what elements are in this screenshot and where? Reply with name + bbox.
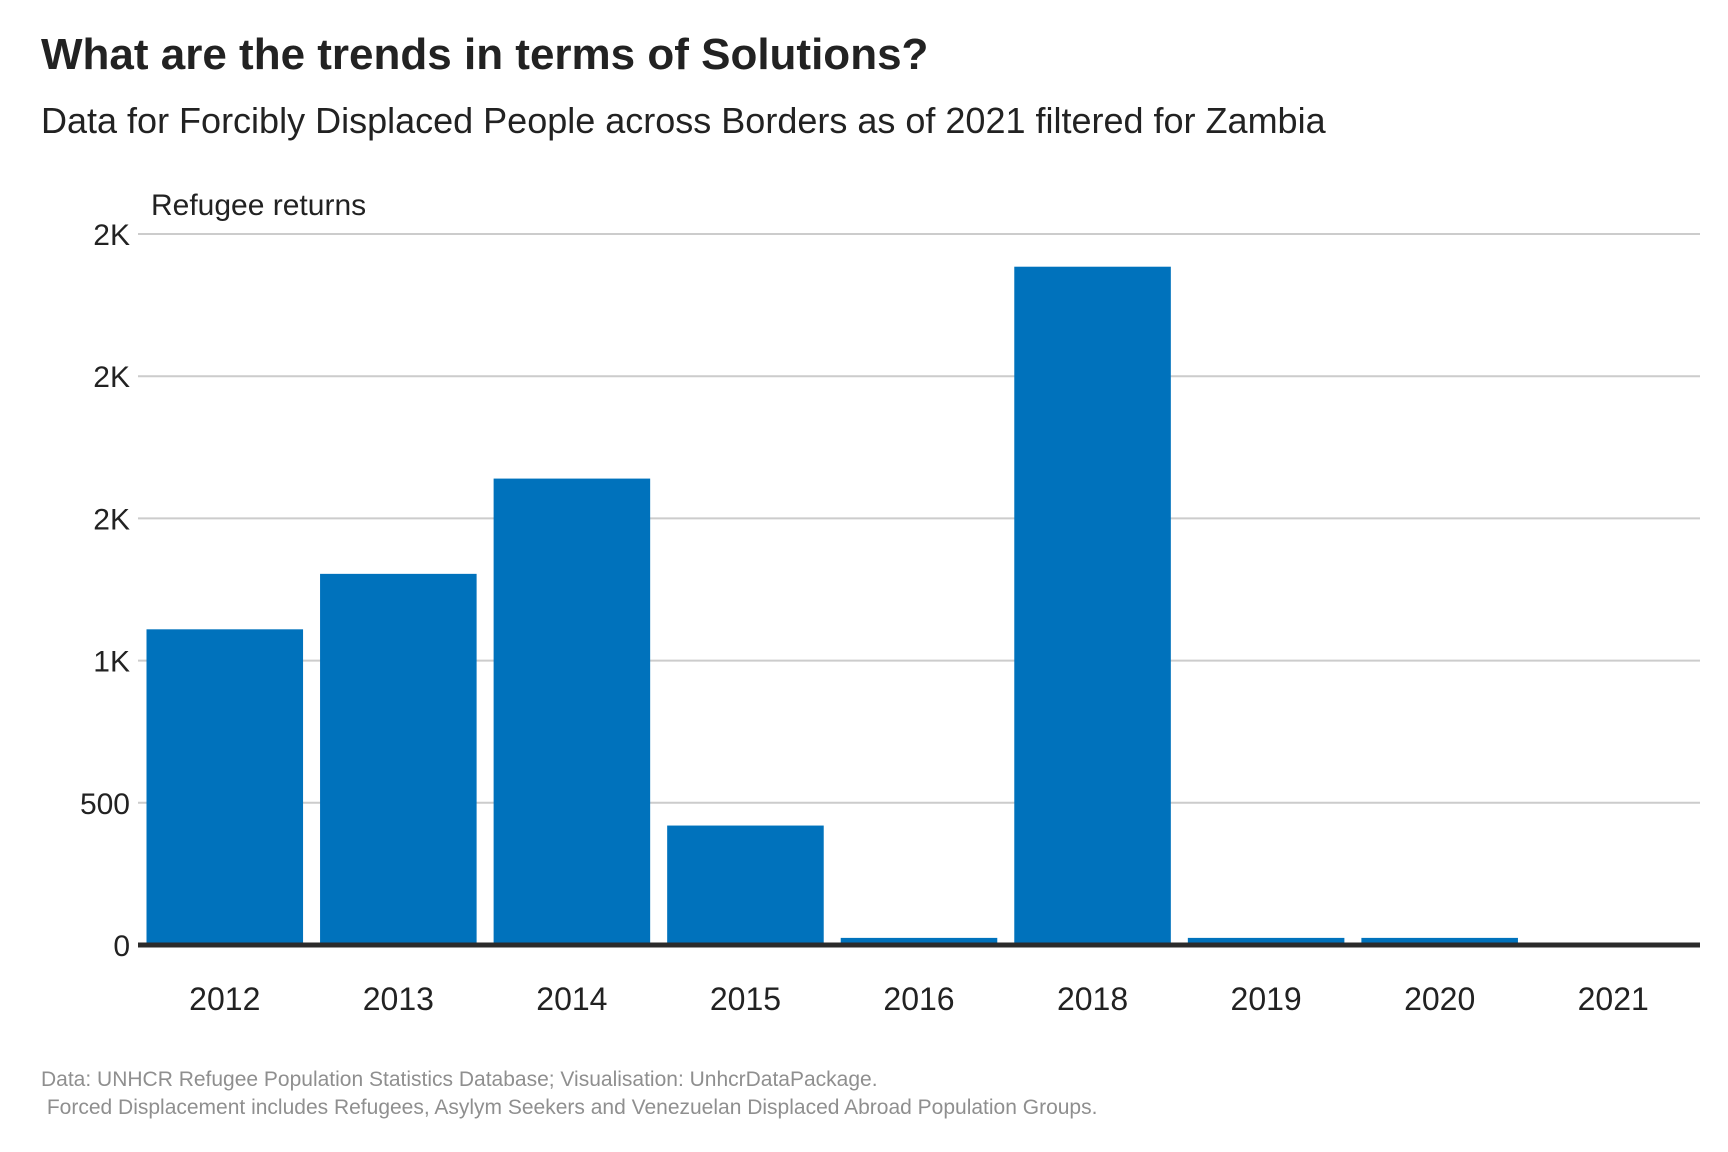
x-tick-label: 2018 [1057, 981, 1128, 1017]
y-axis-label: Refugee returns [151, 189, 366, 222]
y-tick-label: 0 [113, 930, 130, 963]
x-tick-label: 2014 [536, 981, 607, 1017]
bar [494, 479, 651, 945]
x-tick-label: 2016 [883, 981, 954, 1017]
x-tick-label: 2020 [1404, 981, 1475, 1017]
x-tick-label: 2013 [363, 981, 434, 1017]
x-tick-label: 2021 [1578, 981, 1649, 1017]
bar [147, 629, 304, 945]
y-tick-label: 1K [93, 646, 130, 679]
x-axis-ticks: 2012 2013 2014 2015 2016 2018 2019 2020 2021 [189, 981, 1649, 1017]
caption-line-1: Data: UNHCR Refugee Population Statistic… [41, 1068, 878, 1091]
y-tick-label: 2K [93, 361, 130, 394]
y-axis-ticks: 0 500 1K 2K 2K 2K [80, 219, 130, 963]
x-tick-label: 2012 [189, 981, 260, 1017]
bar [320, 574, 477, 945]
source-caption: Data: UNHCR Refugee Population Statistic… [41, 1066, 1097, 1122]
y-tick-label: 2K [93, 219, 130, 252]
caption-line-2: Forced Displacement includes Refugees, A… [41, 1096, 1097, 1119]
bar [1014, 267, 1171, 945]
y-tick-label: 2K [93, 503, 130, 536]
bar [667, 826, 824, 945]
bars [147, 267, 1692, 945]
x-tick-label: 2015 [710, 981, 781, 1017]
x-tick-label: 2019 [1231, 981, 1302, 1017]
y-tick-label: 500 [80, 788, 130, 821]
